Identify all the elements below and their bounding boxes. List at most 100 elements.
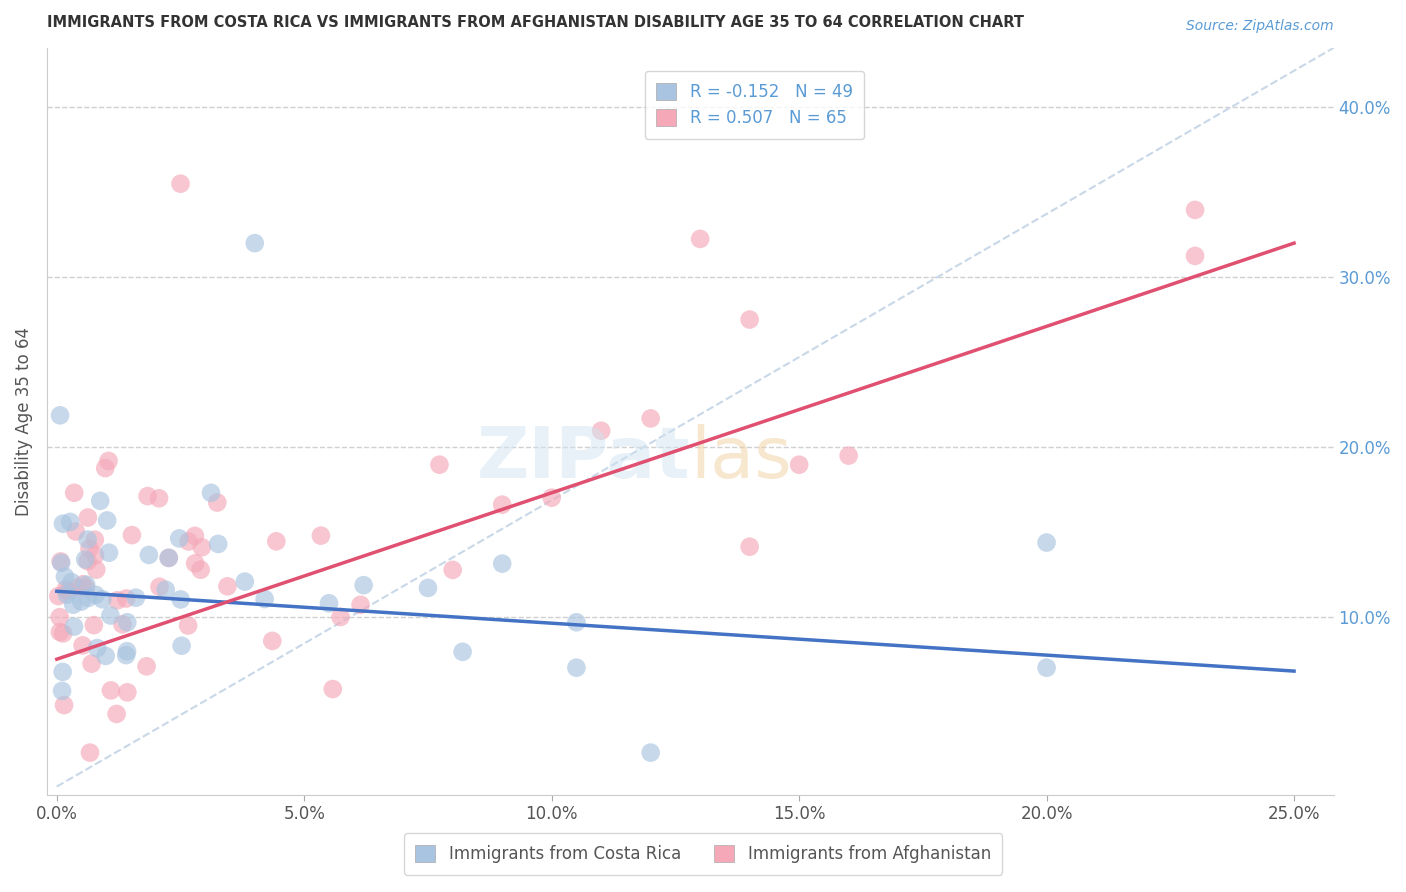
Point [72, 577, 94, 591]
Point [117, 615, 139, 630]
Point [53, 698, 76, 713]
Point [115, 648, 138, 662]
Point [177, 534, 200, 549]
Point [75, 552, 97, 566]
Point [838, 449, 860, 463]
Point [91, 592, 114, 607]
Point [491, 557, 513, 571]
Point [115, 591, 138, 606]
Point [738, 312, 761, 326]
Point [67, 581, 90, 595]
Point [70, 594, 93, 608]
Point [49, 409, 72, 423]
Point [1035, 535, 1057, 549]
Point [77, 510, 100, 524]
Point [125, 591, 148, 605]
Point [322, 681, 344, 696]
Point [55, 582, 77, 597]
Point [97, 546, 120, 560]
Legend: R = -0.152   N = 49, R = 0.507   N = 65: R = -0.152 N = 49, R = 0.507 N = 65 [645, 71, 865, 139]
Point [76, 554, 98, 568]
Point [83, 618, 105, 632]
Point [97, 454, 120, 468]
Point [75, 581, 97, 595]
Point [451, 645, 474, 659]
Point [65, 524, 87, 539]
Point [157, 550, 180, 565]
Legend: Immigrants from Costa Rica, Immigrants from Afghanistan: Immigrants from Costa Rica, Immigrants f… [404, 833, 1002, 875]
Point [100, 608, 122, 623]
Text: ZIPat: ZIPat [477, 425, 690, 493]
Point [233, 574, 256, 589]
Point [177, 618, 200, 632]
Point [62, 598, 84, 612]
Point [51, 556, 73, 570]
Point [309, 528, 332, 542]
Point [76, 533, 98, 547]
Point [441, 563, 464, 577]
Point [49, 554, 72, 568]
Point [86, 641, 108, 656]
Point [429, 458, 451, 472]
Point [190, 563, 212, 577]
Point [117, 685, 139, 699]
Point [262, 633, 284, 648]
Point [640, 411, 662, 425]
Point [79, 746, 101, 760]
Point [56, 588, 79, 602]
Point [1035, 661, 1057, 675]
Point [79, 541, 101, 556]
Point [169, 177, 191, 191]
Point [100, 683, 122, 698]
Point [200, 486, 222, 500]
Point [63, 620, 86, 634]
Point [565, 661, 588, 675]
Point [157, 550, 180, 565]
Point [63, 485, 86, 500]
Point [115, 644, 138, 658]
Point [148, 580, 170, 594]
Point [136, 489, 159, 503]
Point [591, 424, 613, 438]
Point [52, 626, 75, 640]
Point [84, 563, 107, 577]
Point [84, 549, 107, 563]
Point [787, 458, 810, 472]
Point [155, 582, 177, 597]
Text: Source: ZipAtlas.com: Source: ZipAtlas.com [1187, 19, 1334, 33]
Point [72, 638, 94, 652]
Point [51, 684, 73, 698]
Point [565, 615, 588, 630]
Y-axis label: Disability Age 35 to 64: Disability Age 35 to 64 [15, 327, 32, 516]
Point [640, 746, 662, 760]
Point [138, 548, 160, 562]
Point [77, 591, 100, 605]
Text: las: las [690, 425, 792, 493]
Point [89, 493, 111, 508]
Point [121, 528, 143, 542]
Point [135, 659, 157, 673]
Point [217, 579, 239, 593]
Point [111, 617, 134, 632]
Point [170, 639, 193, 653]
Point [184, 557, 207, 571]
Point [94, 461, 117, 475]
Point [243, 236, 266, 251]
Point [60, 575, 83, 590]
Point [83, 533, 105, 547]
Point [353, 578, 375, 592]
Point [75, 577, 97, 591]
Point [94, 648, 117, 663]
Point [56, 584, 79, 599]
Point [184, 529, 207, 543]
Point [329, 610, 352, 624]
Point [170, 592, 193, 607]
Text: IMMIGRANTS FROM COSTA RICA VS IMMIGRANTS FROM AFGHANISTAN DISABILITY AGE 35 TO 6: IMMIGRANTS FROM COSTA RICA VS IMMIGRANTS… [46, 15, 1024, 30]
Point [52, 516, 75, 531]
Point [540, 491, 562, 505]
Point [207, 537, 229, 551]
Point [318, 596, 340, 610]
Point [53, 569, 76, 583]
Point [689, 232, 711, 246]
Point [167, 532, 190, 546]
